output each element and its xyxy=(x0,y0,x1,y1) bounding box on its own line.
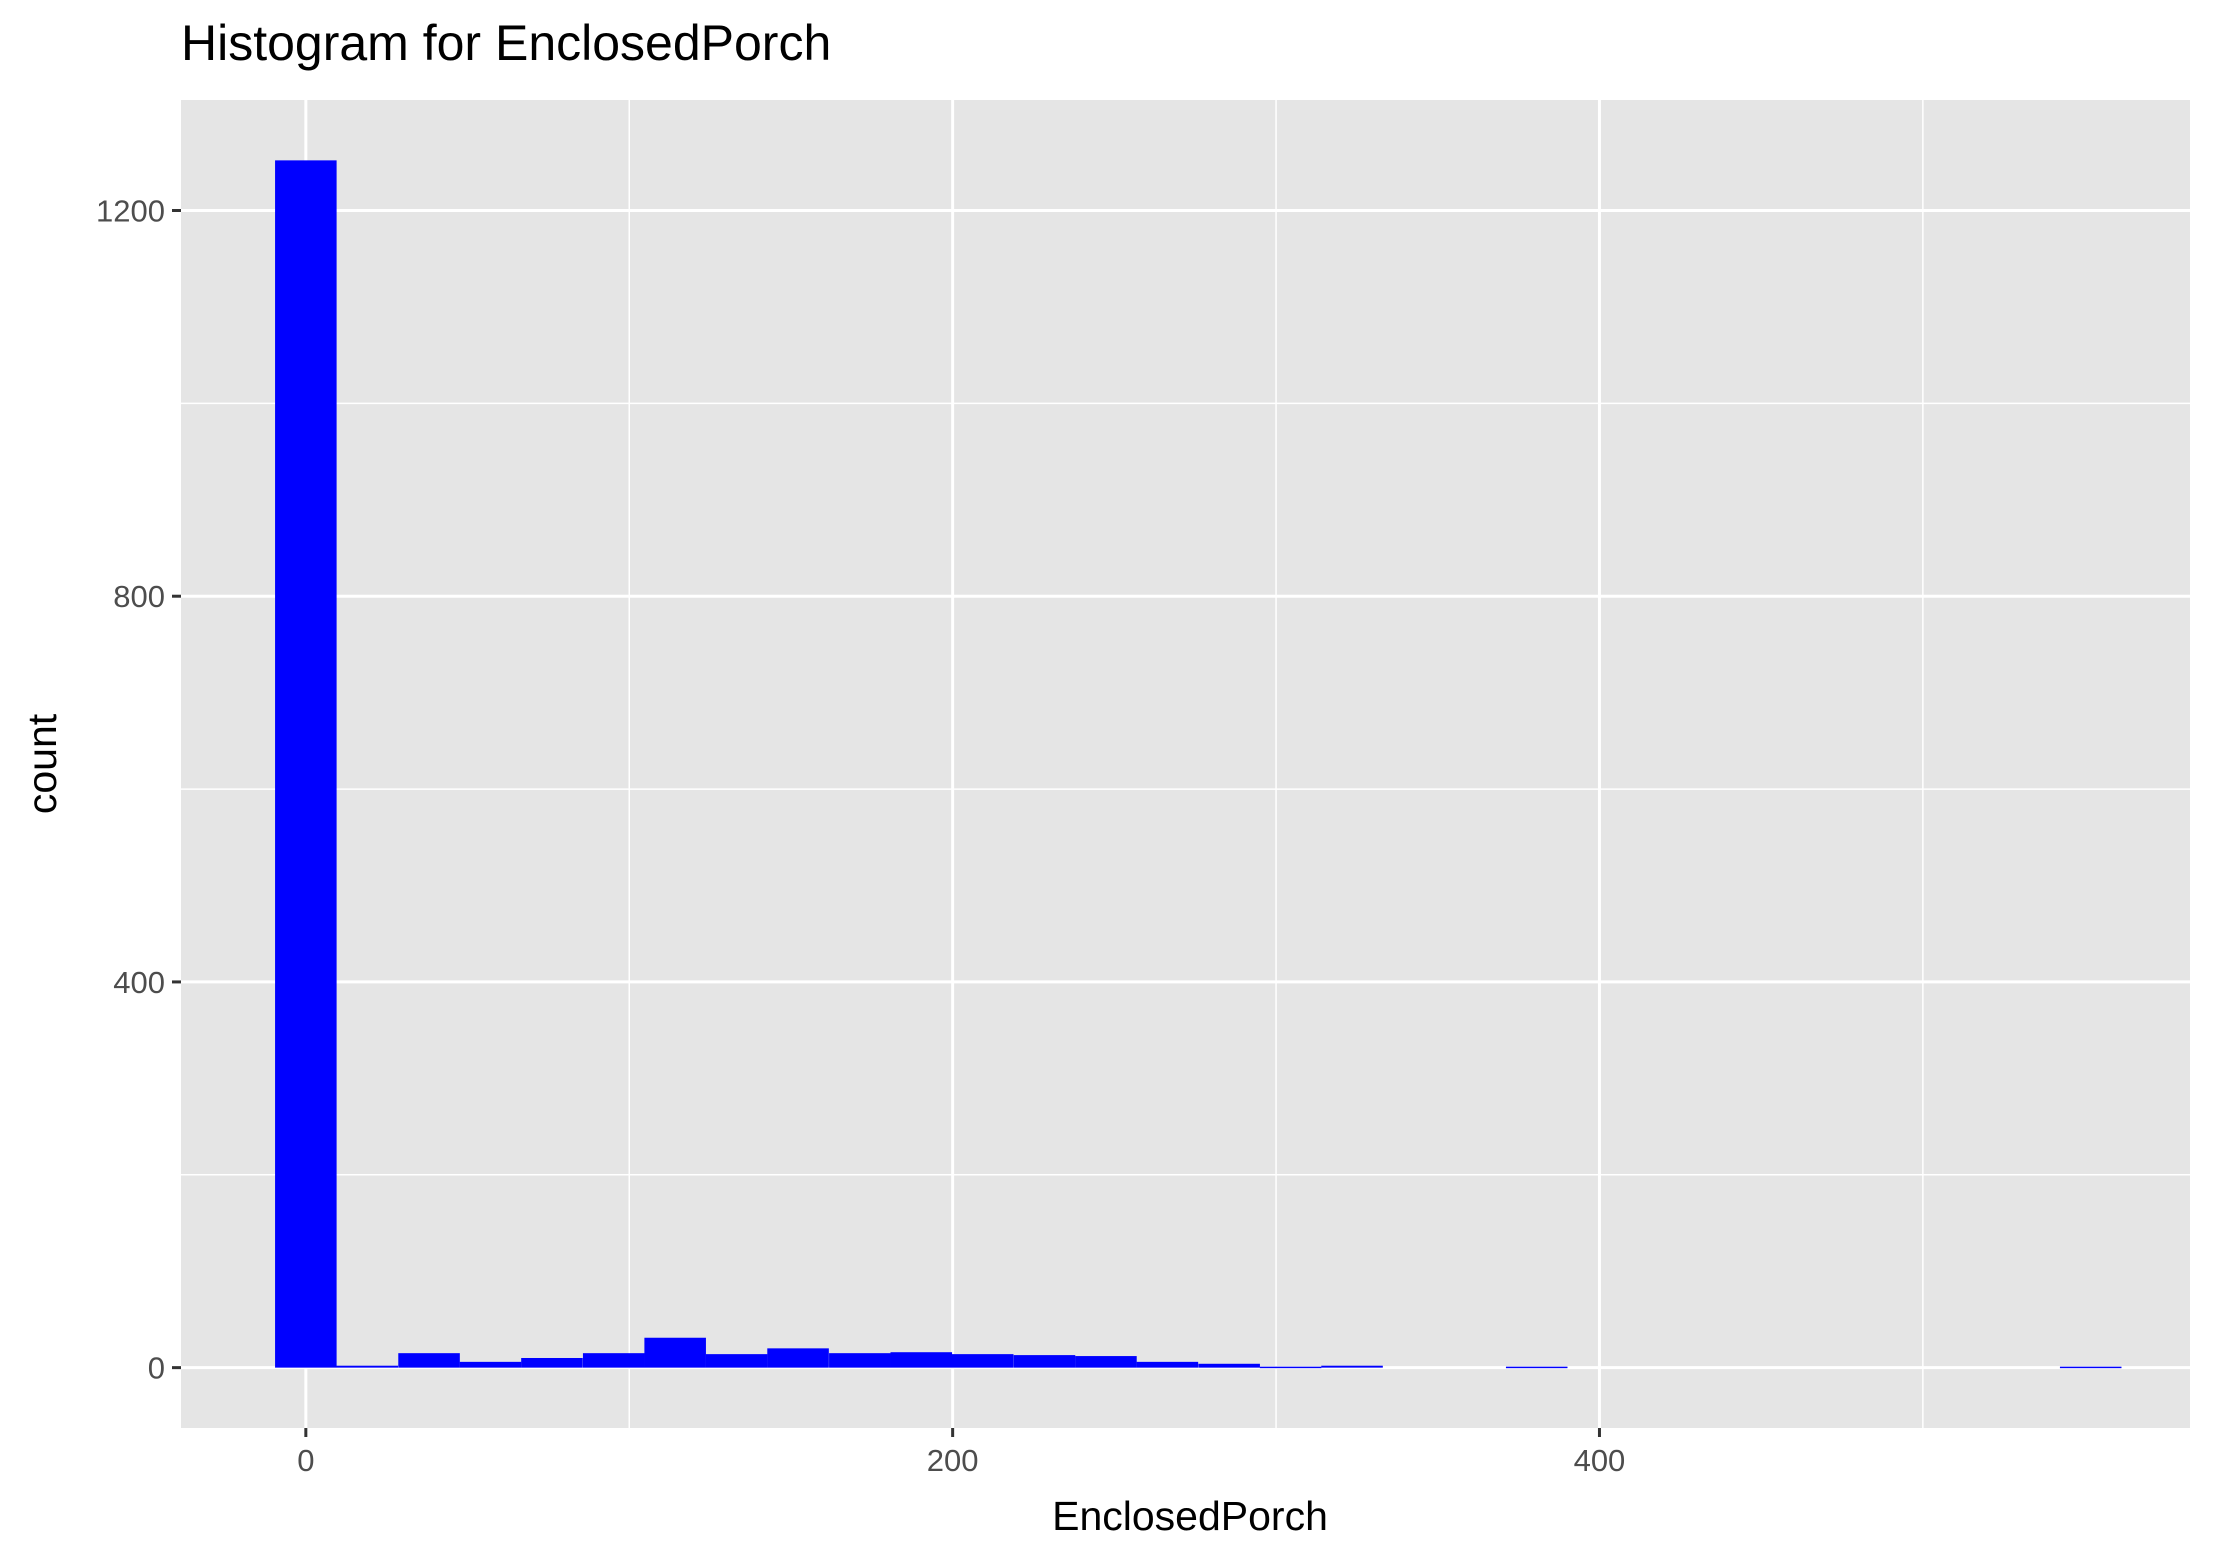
histogram-bar xyxy=(1321,1365,1383,1368)
histogram-bar xyxy=(336,1365,399,1368)
histogram-bar xyxy=(1259,1366,1322,1369)
histogram-bar xyxy=(1505,1366,1568,1369)
histogram-bar xyxy=(398,1353,460,1368)
histogram-bar xyxy=(582,1353,645,1368)
minor-gridlines xyxy=(181,100,2190,1428)
histogram-bar xyxy=(890,1352,953,1368)
histogram-bars xyxy=(275,160,2122,1369)
y-tick-label: 400 xyxy=(113,965,165,1000)
histogram-bar xyxy=(644,1337,706,1368)
histogram-bar xyxy=(1013,1355,1076,1368)
histogram-bar xyxy=(767,1348,829,1368)
y-axis-title: count xyxy=(19,713,65,814)
plot-panel xyxy=(181,100,2190,1428)
x-tick-label: 200 xyxy=(927,1443,979,1478)
x-tick-label: 400 xyxy=(1574,1443,1626,1478)
histogram-bar xyxy=(1198,1363,1260,1368)
x-tick-label: 0 xyxy=(297,1443,314,1478)
histogram-bar xyxy=(1136,1361,1199,1368)
histogram-bar xyxy=(459,1361,522,1368)
histogram-bar xyxy=(951,1354,1014,1368)
y-tick-label: 1200 xyxy=(96,194,165,229)
histogram-bar xyxy=(1075,1356,1137,1368)
chart-title: Histogram for EnclosedPorch xyxy=(181,15,831,71)
y-tick-label: 800 xyxy=(113,579,165,614)
x-axis: 0 200 400 xyxy=(297,1428,1625,1478)
x-axis-title: EnclosedPorch xyxy=(1052,1493,1328,1539)
histogram-bar xyxy=(829,1353,891,1368)
histogram-bar xyxy=(275,160,337,1368)
histogram-bar xyxy=(2059,1366,2122,1369)
histogram-bar xyxy=(521,1357,583,1368)
y-tick-label: 0 xyxy=(148,1351,165,1386)
histogram-bar xyxy=(705,1354,768,1368)
y-axis: 0 400 800 1200 xyxy=(96,194,181,1386)
